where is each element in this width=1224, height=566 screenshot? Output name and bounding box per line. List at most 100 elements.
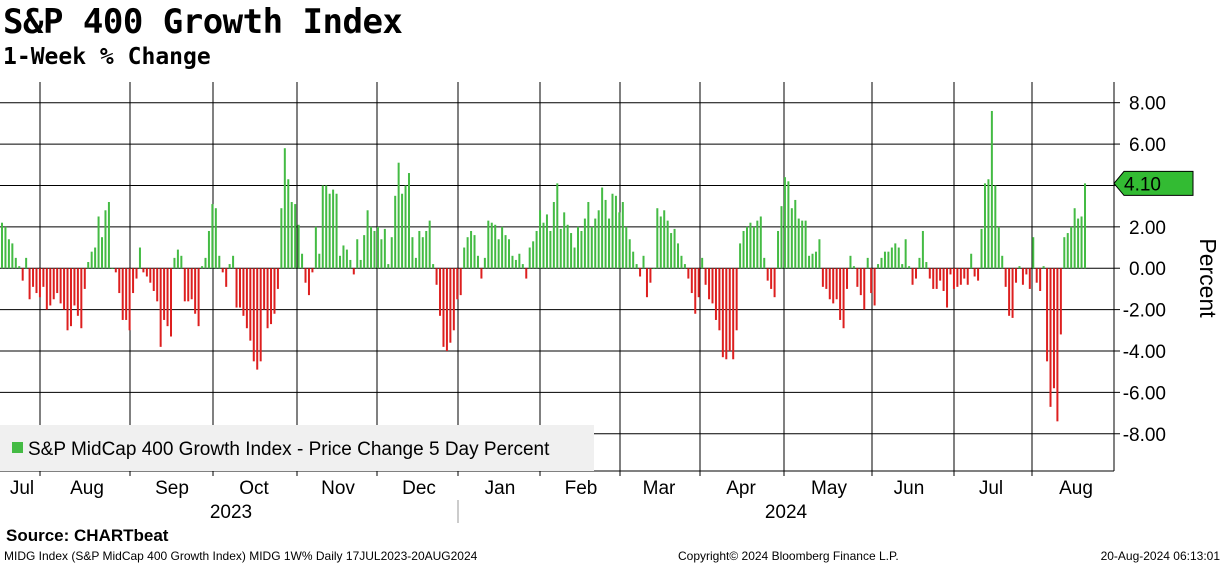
bar [442, 268, 445, 347]
bar [270, 268, 273, 325]
bar [921, 230, 924, 269]
bar [983, 183, 986, 269]
bar [245, 268, 248, 329]
bar [666, 220, 669, 269]
bar [542, 222, 545, 269]
bar [828, 268, 831, 300]
bar [407, 173, 410, 269]
bar [190, 268, 193, 300]
bar [625, 226, 628, 269]
legend-swatch [12, 442, 23, 453]
bar [745, 226, 748, 269]
bar [1008, 268, 1011, 316]
bar [739, 243, 742, 269]
bar [1035, 268, 1038, 283]
bar [949, 268, 952, 275]
bar [1070, 226, 1073, 269]
bar [483, 257, 486, 269]
bar [425, 230, 428, 269]
bar [21, 268, 24, 281]
bar [635, 264, 638, 269]
bar [132, 268, 135, 294]
source-note: Source: CHARTbeat [6, 526, 169, 545]
bar [987, 179, 990, 269]
bar [587, 202, 590, 269]
bar [714, 268, 717, 320]
bar [694, 268, 697, 314]
bar [818, 239, 821, 269]
bar [704, 268, 707, 285]
bar [1004, 268, 1007, 287]
bar [56, 268, 59, 294]
bar [490, 222, 493, 269]
bar [718, 268, 721, 331]
bar [352, 268, 355, 275]
bar [432, 264, 435, 269]
bar [814, 251, 817, 269]
footer-timestamp: 20-Aug-2024 06:13:01 [1100, 549, 1220, 563]
bar [356, 239, 359, 269]
bar [518, 253, 521, 269]
x-month-label: Nov [321, 478, 355, 499]
bar [42, 268, 45, 287]
bar [487, 220, 490, 269]
chart-title: S&P 400 Growth Index [3, 2, 403, 42]
bar [283, 148, 286, 269]
bar [211, 204, 214, 269]
bar [1015, 268, 1018, 283]
bar [1073, 208, 1076, 269]
bar [170, 268, 173, 337]
bar [563, 212, 566, 269]
bar [332, 189, 335, 269]
bar [290, 202, 293, 269]
bar [549, 230, 552, 269]
bar [94, 247, 97, 269]
bar [439, 268, 442, 316]
bar [856, 268, 859, 287]
bar [1052, 268, 1055, 389]
bar [52, 268, 55, 300]
bar [66, 268, 69, 331]
bar [111, 268, 114, 270]
bar [83, 268, 86, 289]
bar [138, 247, 141, 269]
bar [911, 268, 914, 285]
bar [397, 162, 400, 269]
bar [966, 268, 969, 285]
bar [387, 264, 390, 269]
bar [701, 257, 704, 269]
bar [970, 253, 973, 269]
bar [366, 210, 369, 269]
bar [956, 268, 959, 287]
bar [614, 195, 617, 269]
bar [97, 216, 100, 269]
bar [880, 257, 883, 269]
bar [201, 266, 204, 269]
bar [1080, 216, 1083, 269]
bar [339, 255, 342, 269]
bar [963, 268, 966, 279]
bar [859, 268, 862, 296]
bar [863, 268, 866, 310]
bar [959, 268, 962, 285]
bar [90, 251, 93, 269]
bar [45, 268, 48, 310]
bar [149, 268, 152, 283]
bar [590, 226, 593, 269]
bar [621, 202, 624, 269]
last-value-label: 4.10 [1124, 174, 1161, 195]
bar [456, 268, 459, 300]
bar [304, 268, 307, 283]
bar [273, 268, 276, 314]
bar [1021, 268, 1024, 285]
bar [25, 257, 28, 269]
bar [218, 255, 221, 269]
bar [1049, 268, 1052, 407]
bar [846, 268, 849, 289]
bar [601, 187, 604, 269]
bar [683, 264, 686, 269]
bar [514, 259, 517, 269]
bar [508, 239, 511, 269]
bar [997, 226, 1000, 269]
bar [314, 226, 317, 269]
